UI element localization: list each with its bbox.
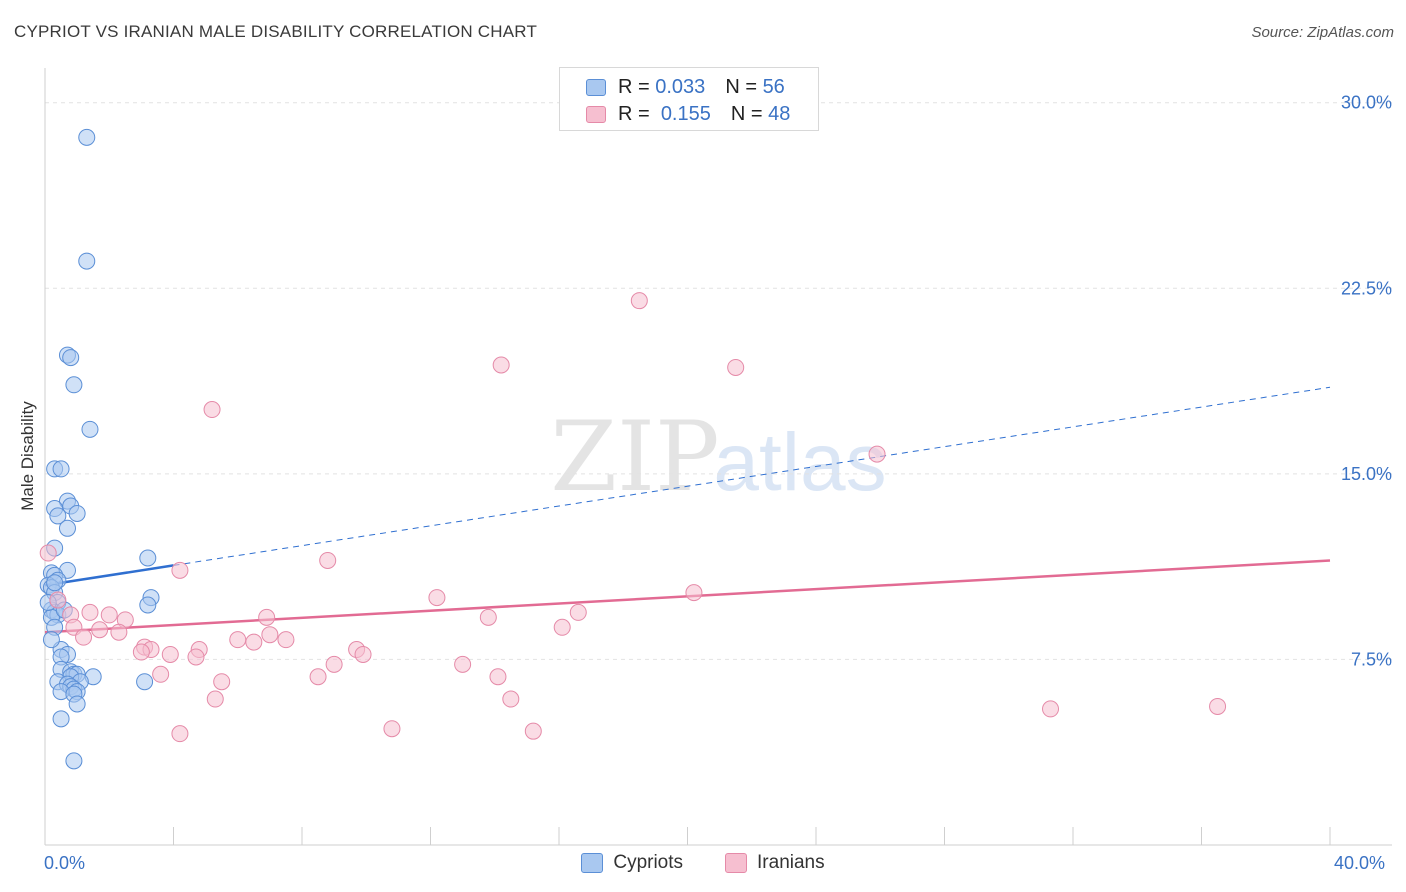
y-tick-label: 22.5% xyxy=(1341,278,1392,298)
cypriot-point xyxy=(68,695,86,713)
cypriot-point xyxy=(136,673,154,691)
cypriots-legend-icon xyxy=(581,853,604,873)
iranian-point xyxy=(187,648,205,666)
cypriots-trend-line xyxy=(44,564,174,587)
iranian-point xyxy=(309,668,327,686)
iranian-point xyxy=(868,445,886,463)
iranian-point xyxy=(524,722,542,740)
y-tick-label: 15.0% xyxy=(1341,464,1392,484)
stats-row-cypriots: R = 0.033 N = 56 xyxy=(560,74,785,100)
y-tick-labels: 7.5% 15.0% 22.5% 30.0% xyxy=(1341,93,1392,670)
iranian-point xyxy=(553,618,571,636)
series-legend: Cypriots Iranians xyxy=(0,852,1406,874)
cypriot-point xyxy=(81,420,99,438)
iranian-point xyxy=(1209,697,1227,715)
iranian-point xyxy=(502,690,520,708)
iranian-point xyxy=(354,645,372,663)
iranian-point xyxy=(100,606,118,624)
iranian-point xyxy=(152,665,170,683)
iranian-point xyxy=(383,720,401,738)
legend-label-cypriots: Cypriots xyxy=(613,852,684,873)
r-value: 0.155 xyxy=(660,102,711,125)
iranian-point xyxy=(75,628,93,646)
cypriot-point xyxy=(52,710,70,728)
cypriot-point xyxy=(78,252,96,270)
iranian-point xyxy=(685,584,703,602)
data-points xyxy=(39,128,1227,770)
r-label: R = xyxy=(618,75,650,98)
iranians-legend-icon xyxy=(725,853,748,873)
iranian-point xyxy=(325,655,343,673)
iranian-point xyxy=(171,561,189,579)
iranian-point xyxy=(258,608,276,626)
iranian-point xyxy=(569,603,587,621)
iranian-point xyxy=(206,690,224,708)
cypriot-point xyxy=(49,507,67,525)
cypriot-point xyxy=(65,376,83,394)
iranian-point xyxy=(319,551,337,569)
iranian-point xyxy=(277,631,295,649)
source-label: Source: ZipAtlas.com xyxy=(1251,24,1394,41)
cypriot-point xyxy=(78,128,96,146)
y-tick-label: 7.5% xyxy=(1351,649,1392,669)
r-value: 0.033 xyxy=(655,75,706,98)
iranians-swatch-icon xyxy=(586,105,606,123)
iranian-point xyxy=(110,623,128,641)
cypriot-point xyxy=(52,460,70,478)
iranian-point xyxy=(213,673,231,691)
iranian-point xyxy=(261,626,279,644)
iranian-point xyxy=(229,631,247,649)
iranian-point xyxy=(39,544,57,562)
n-label: N = xyxy=(730,102,763,125)
iranian-point xyxy=(727,358,745,376)
iranian-point xyxy=(428,589,446,607)
legend-label-iranians: Iranians xyxy=(757,852,825,873)
iranian-point xyxy=(171,725,189,743)
cypriots-swatch-icon xyxy=(586,78,606,96)
x-axis xyxy=(44,68,1392,846)
r-label: R = xyxy=(618,102,650,125)
cypriot-point xyxy=(46,574,64,592)
legend-item-iranians[interactable]: Iranians xyxy=(725,852,825,874)
cypriot-point xyxy=(65,752,83,770)
n-label: N = xyxy=(725,75,757,98)
cypriot-point xyxy=(68,504,86,522)
iranian-point xyxy=(492,356,510,374)
chart-title: CYPRIOT VS IRANIAN MALE DISABILITY CORRE… xyxy=(14,22,538,41)
legend-item-cypriots[interactable]: Cypriots xyxy=(581,852,683,874)
watermark-zip: ZIP xyxy=(550,401,719,513)
y-axis-label: Male Disability xyxy=(18,401,37,511)
iranian-point xyxy=(630,292,648,310)
cypriot-point xyxy=(62,349,80,367)
iranian-point xyxy=(49,591,67,609)
iranian-point xyxy=(479,608,497,626)
stats-legend: R = 0.033 N = 56 R = 0.155 N = 48 xyxy=(559,67,819,131)
iranian-point xyxy=(1042,700,1060,718)
cypriot-point xyxy=(139,549,157,567)
iranian-point xyxy=(489,668,507,686)
iranian-point xyxy=(245,633,263,651)
iranian-point xyxy=(161,645,179,663)
cypriot-point xyxy=(42,631,60,649)
n-value: 56 xyxy=(762,75,785,98)
iranian-point xyxy=(81,603,99,621)
watermark-atlas: atlas xyxy=(713,417,886,508)
grid-lines xyxy=(45,102,1392,660)
iranian-point xyxy=(91,621,109,639)
x-tick-label-max: 40.0% xyxy=(1334,853,1386,873)
n-value: 48 xyxy=(768,102,791,125)
iranian-point xyxy=(132,643,150,661)
iranian-point xyxy=(203,401,221,419)
cypriots-trend-extension xyxy=(173,386,1331,566)
iranian-point xyxy=(454,655,472,673)
cypriot-point xyxy=(139,596,157,614)
y-tick-label: 30.0% xyxy=(1341,93,1392,113)
cypriot-point xyxy=(58,519,76,537)
stats-row-iranians: R = 0.155 N = 48 xyxy=(560,101,790,127)
x-tick-label-min: 0.0% xyxy=(44,853,86,873)
